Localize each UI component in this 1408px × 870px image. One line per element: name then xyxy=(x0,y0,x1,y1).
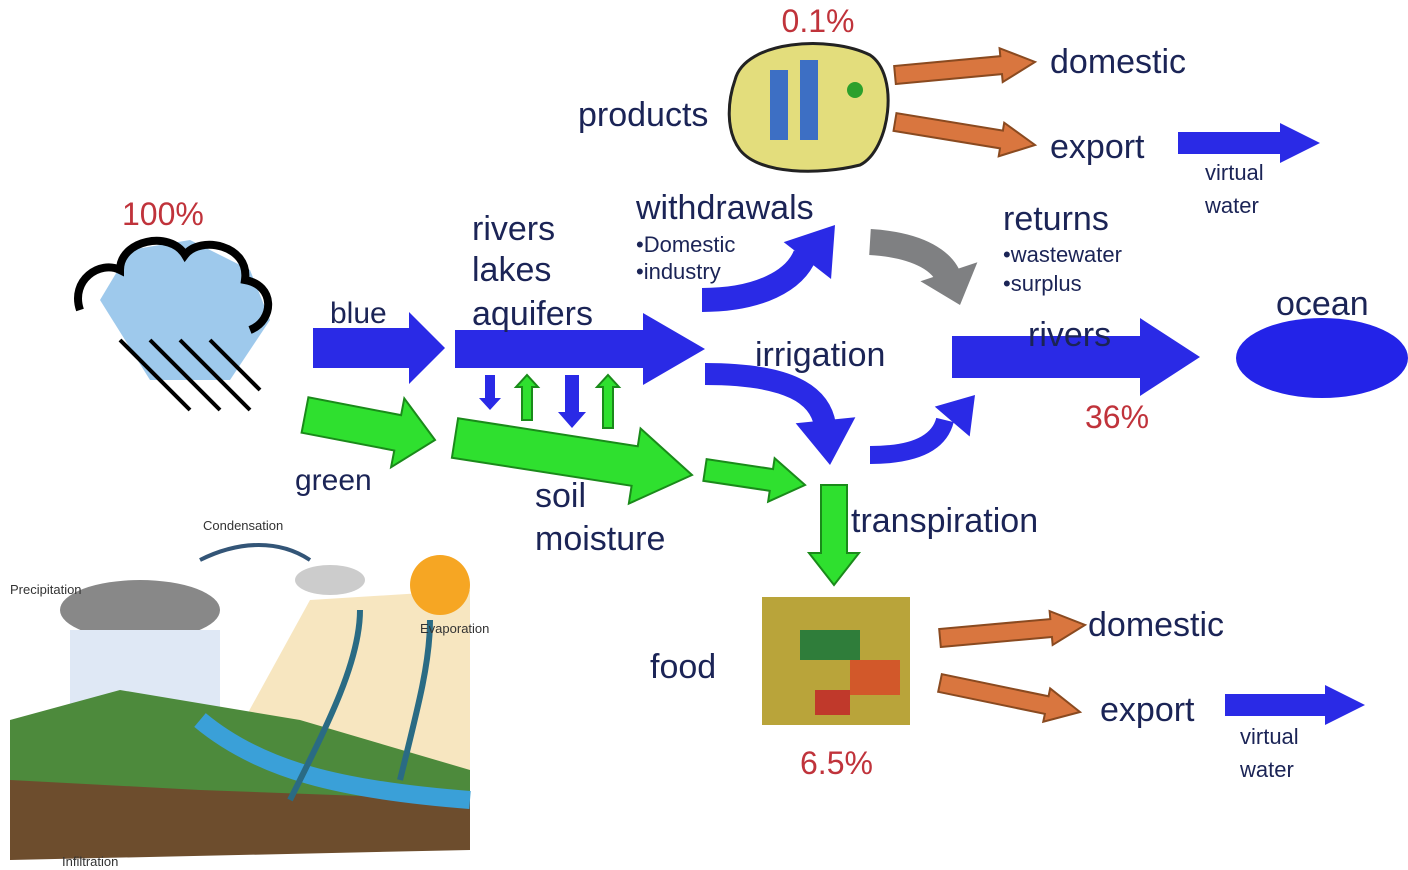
store-aquifers: aquifers xyxy=(472,295,593,333)
products-label: products xyxy=(578,96,708,134)
products-percent: 0.1% xyxy=(782,3,855,39)
returns-item: •surplus xyxy=(1003,271,1082,296)
rivers-label: rivers xyxy=(1028,316,1111,354)
arrow xyxy=(893,46,1038,86)
precipitation-percent: 100% xyxy=(122,196,204,232)
products-water: water xyxy=(1204,193,1259,218)
arrow xyxy=(455,313,705,385)
rivers-percent: 36% xyxy=(1085,399,1149,435)
arrow xyxy=(869,417,954,464)
arrow xyxy=(952,318,1200,396)
arrow xyxy=(934,395,975,437)
arrow xyxy=(558,375,586,428)
store-rivers: rivers xyxy=(472,210,555,248)
arrow xyxy=(1178,123,1320,163)
food-icon xyxy=(762,597,910,725)
products-icon xyxy=(727,42,890,173)
withdrawals-item: •industry xyxy=(636,259,721,284)
products-virtual: virtual xyxy=(1205,160,1264,185)
arrow xyxy=(783,225,835,279)
cycle-label: Evaporation xyxy=(420,621,489,636)
moisture-label: moisture xyxy=(535,520,665,558)
store-lakes: lakes xyxy=(472,251,551,289)
arrow xyxy=(300,396,437,470)
arrow xyxy=(702,456,807,504)
arrow xyxy=(806,484,862,587)
green-label: green xyxy=(295,464,372,497)
arrow xyxy=(920,262,978,305)
arrow xyxy=(313,312,445,384)
arrow xyxy=(594,373,622,429)
products-domestic: domestic xyxy=(1050,43,1186,81)
food-virtual: virtual xyxy=(1240,724,1299,749)
transpiration-label: transpiration xyxy=(851,502,1038,540)
returns-label: returns xyxy=(1003,200,1109,238)
food-label: food xyxy=(650,648,716,686)
arrow xyxy=(450,417,694,506)
ocean-label: ocean xyxy=(1276,285,1369,323)
food-domestic: domestic xyxy=(1088,606,1224,644)
water-cycle-illustration xyxy=(10,543,471,860)
food-water: water xyxy=(1239,757,1294,782)
arrow xyxy=(1225,685,1365,725)
food-percent: 6.5% xyxy=(800,745,873,781)
food-export: export xyxy=(1100,691,1195,729)
blue-label: blue xyxy=(330,297,387,330)
cycle-label: Condensation xyxy=(203,518,283,533)
arrow xyxy=(892,111,1038,158)
products-export: export xyxy=(1050,128,1145,166)
irrigation-label: irrigation xyxy=(755,336,885,374)
arrows xyxy=(300,46,1365,725)
withdrawals-label: withdrawals xyxy=(635,189,814,227)
soil-label: soil xyxy=(535,477,586,515)
arrow xyxy=(513,373,541,421)
returns-item: •wastewater xyxy=(1003,242,1122,267)
arrow xyxy=(795,415,856,465)
arrow xyxy=(479,375,501,410)
cycle-label: Precipitation xyxy=(10,582,82,597)
cloud-icon xyxy=(74,236,273,412)
withdrawals-item: •Domestic xyxy=(636,232,735,257)
cycle-label: Infiltration xyxy=(62,854,118,869)
arrow xyxy=(938,609,1088,649)
arrow xyxy=(936,673,1083,724)
ocean-shape xyxy=(1236,318,1408,398)
arrow xyxy=(704,363,836,428)
arrow xyxy=(701,249,817,312)
